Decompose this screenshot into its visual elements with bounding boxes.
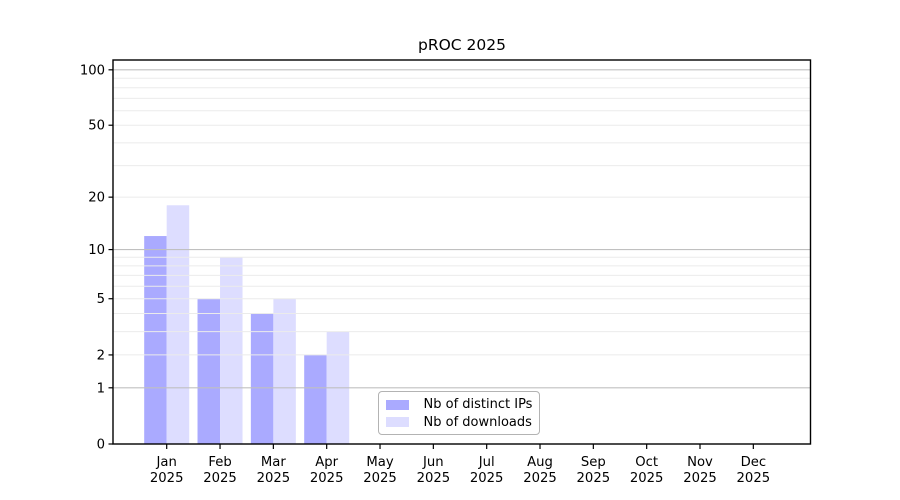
x-tick-label-month: Apr [315,455,338,470]
y-tick-label: 20 [88,191,105,206]
y-tick-label: 5 [97,292,105,307]
x-tick-label-month: Feb [208,455,231,470]
legend-item-distinct-ips: Nb of distinct IPs [385,396,539,414]
x-tick-label-year: 2025 [577,471,611,486]
y-tick-label: 50 [88,119,105,134]
x-tick-label-year: 2025 [523,471,557,486]
x-tick-label-month: Dec [741,455,767,470]
y-tick-label: 1 [97,381,105,396]
x-tick-label-year: 2025 [363,471,397,486]
x-tick-label-year: 2025 [470,471,504,486]
x-tick-label-year: 2025 [310,471,344,486]
bar-feb-distinct-ips [197,298,221,444]
bar-mar-distinct-ips [250,313,274,444]
x-tick-label-month: Sep [581,455,606,470]
chart-title: pROC 2025 [417,36,506,54]
x-tick-label-year: 2025 [737,471,771,486]
x-tick-label-year: 2025 [683,471,717,486]
legend-swatch [385,399,409,410]
x-tick-label-year: 2025 [150,471,184,486]
x-tick-label-month: Jan [156,455,177,470]
y-tick-label: 0 [97,438,105,453]
x-tick-label-month: Mar [261,455,286,470]
bar-apr-distinct-ips [304,354,327,444]
x-tick-label-month: Jun [422,455,444,470]
plot-border [112,59,812,445]
x-tick-label-year: 2025 [630,471,664,486]
legend-label: Nb of downloads [423,414,532,430]
bar-feb-downloads [220,257,243,444]
x-tick-label-year: 2025 [257,471,291,486]
x-tick-label-month: Aug [527,455,553,470]
x-tick-label-month: Jul [478,455,495,470]
x-tick-label-month: Oct [635,455,658,470]
x-tick-label-year: 2025 [203,471,237,486]
legend-item-downloads: Nb of downloads [385,414,539,432]
x-tick-label-month: May [366,455,393,470]
legend-label: Nb of distinct IPs [423,397,533,413]
bar-jan-downloads [166,205,190,444]
bar-jan-distinct-ips [144,236,167,444]
bar-mar-downloads [273,298,296,444]
y-tick-label: 10 [88,243,105,258]
x-tick-label-year: 2025 [417,471,451,486]
y-tick-label: 2 [97,348,105,363]
legend-swatch [385,417,409,428]
x-tick-label-month: Nov [687,455,713,470]
legend: Nb of distinct IPs Nb of downloads [377,391,540,435]
y-tick-label: 100 [80,63,105,78]
